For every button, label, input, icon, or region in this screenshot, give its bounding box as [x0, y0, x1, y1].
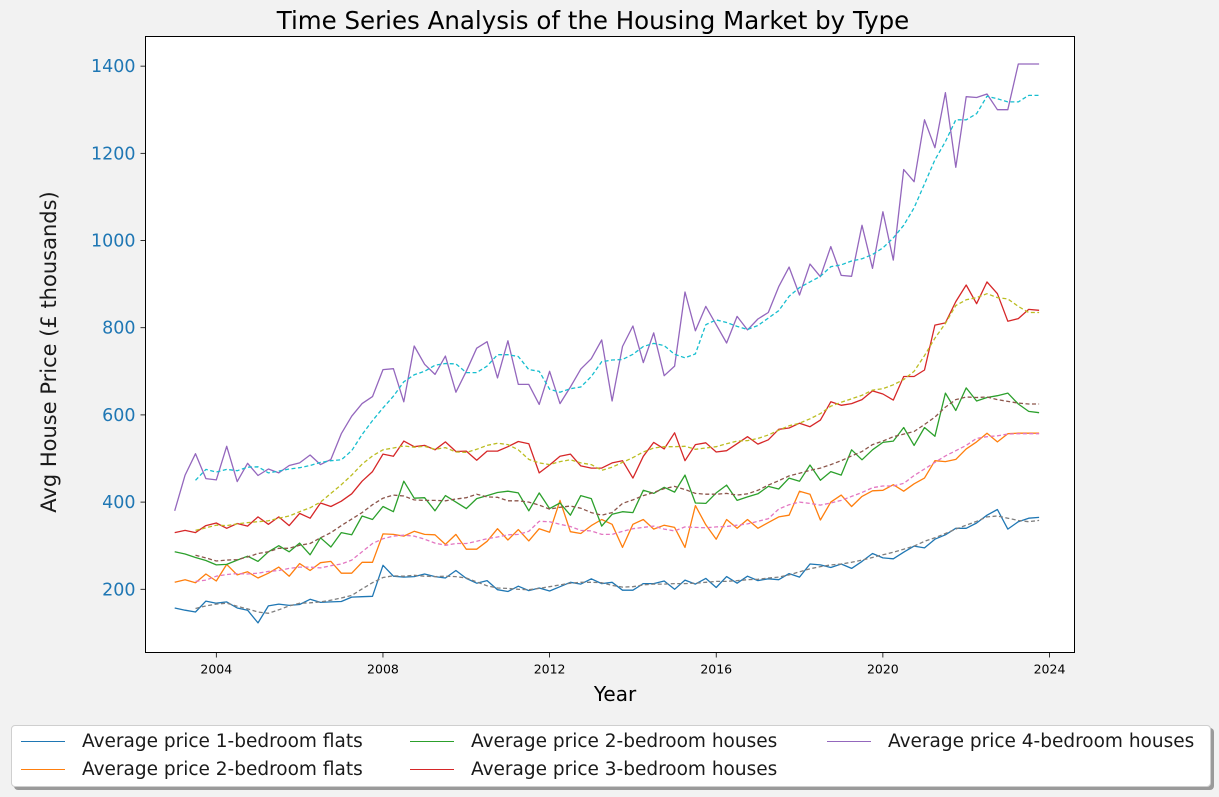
x-tick-label: 2008 [367, 662, 399, 677]
moving-average-line [195, 293, 1040, 532]
y-tick-label: 200 [102, 580, 135, 600]
x-tick-label: 2004 [200, 662, 232, 677]
series-line [174, 281, 1040, 534]
legend-item: Average price 3-bedroom houses [410, 758, 777, 780]
y-tick-label: 1400 [91, 57, 136, 77]
x-tick-label: 2016 [700, 662, 732, 677]
legend-item: Average price 1-bedroom flats [21, 730, 363, 752]
legend-label: Average price 2-bedroom houses [471, 730, 778, 752]
y-tick-label: 1200 [91, 144, 136, 164]
y-tick-label: 400 [102, 493, 135, 513]
legend-item: Average price 2-bedroom flats [21, 758, 363, 780]
legend-label: Average price 2-bedroom flats [82, 758, 363, 780]
x-axis-label: Year [593, 682, 637, 706]
y-tick-label: 800 [102, 319, 135, 339]
legend-item: Average price 2-bedroom houses [410, 730, 777, 752]
legend-swatch [410, 740, 454, 742]
x-tick-label: 2012 [534, 662, 566, 677]
y-axis-ticks: 200 400 600 800 1000 1200 1400 [91, 57, 146, 600]
legend-label: Average price 1-bedroom flats [82, 730, 363, 752]
legend-item: Average price 4-bedroom houses [827, 730, 1194, 752]
chart-title: Time Series Analysis of the Housing Mark… [276, 6, 910, 35]
y-tick-label: 600 [102, 406, 135, 426]
chart-legend: Average price 1-bedroom flats Average pr… [11, 725, 1211, 787]
plot-area [145, 36, 1075, 653]
x-tick-label: 2024 [1034, 662, 1066, 677]
y-tick-label: 1000 [91, 232, 136, 252]
series-layer [174, 63, 1040, 624]
moving-average-line [195, 396, 1040, 562]
legend-label: Average price 3-bedroom houses [471, 758, 778, 780]
legend-swatch [410, 768, 454, 770]
y-axis-label: Avg House Price (£ thousands) [37, 191, 61, 512]
x-axis-ticks: 2004 2008 2012 2016 2020 2024 [200, 652, 1066, 677]
moving-average-line [195, 94, 1040, 481]
legend-swatch [827, 740, 871, 742]
x-tick-label: 2020 [867, 662, 899, 677]
series-line [174, 387, 1040, 566]
legend-label: Average price 4-bedroom houses [888, 730, 1195, 752]
moving-average-line [195, 515, 1040, 614]
legend-swatch [21, 740, 65, 742]
legend-swatch [21, 768, 65, 770]
